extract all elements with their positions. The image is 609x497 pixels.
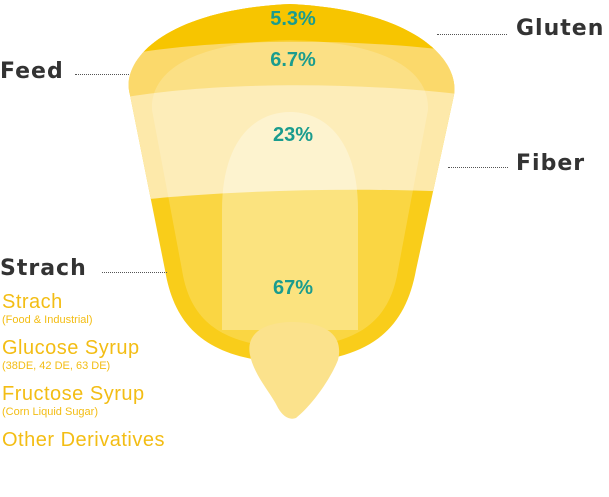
derivative-name: Glucose Syrup [2, 337, 140, 359]
callout-leader-strach [102, 272, 167, 273]
derivative-note: (Food & Industrial) [2, 314, 93, 326]
derivative-note: (Corn Liquid Sugar) [2, 406, 98, 418]
derivative-note: (38DE, 42 DE, 63 DE) [2, 360, 111, 372]
derivative-name: Other Derivatives [2, 429, 165, 451]
kernel-tip [249, 322, 340, 419]
derivative-item: Other Derivatives [2, 428, 165, 452]
percent-label-fiber: 23% [273, 124, 313, 146]
derivative-item: Glucose Syrup (38DE, 42 DE, 63 DE) [2, 336, 165, 373]
percent-label-strach: 67% [273, 277, 313, 299]
inner-layer [151, 40, 429, 348]
derivatives-list: Strach (Food & Industrial) Glucose Syrup… [2, 290, 165, 461]
derivative-item: Strach (Food & Industrial) [2, 290, 165, 327]
callout-label-gluten: Gluten [516, 16, 605, 41]
derivative-item: Fructose Syrup (Corn Liquid Sugar) [2, 382, 165, 419]
percent-label-gluten: 5.3% [270, 8, 316, 30]
derivative-name: Strach [2, 291, 63, 313]
percent-label-feed: 6.7% [270, 49, 316, 71]
callout-label-feed: Feed [0, 59, 64, 84]
callout-label-strach: Strach [0, 256, 87, 281]
derivative-name: Fructose Syrup [2, 383, 145, 405]
callout-leader-gluten [437, 34, 507, 35]
germ-core [222, 112, 358, 330]
callout-leader-fiber [448, 167, 508, 168]
callout-label-fiber: Fiber [516, 151, 586, 176]
callout-leader-feed [75, 74, 129, 75]
